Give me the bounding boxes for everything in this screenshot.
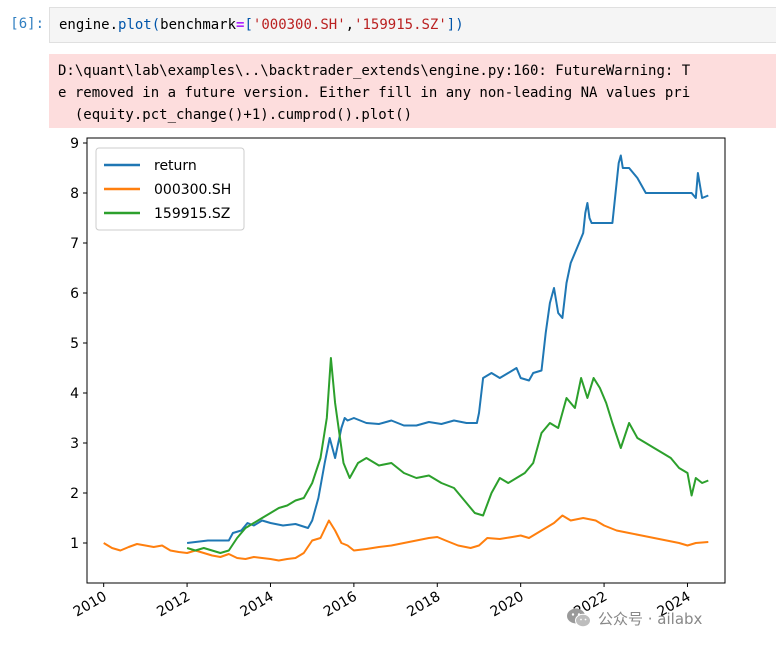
watermark: 公众号 · ailabx — [566, 605, 702, 631]
code-keyword-arg: benchmark — [160, 17, 237, 33]
code-input[interactable]: engine.plot(benchmark=['000300.SH','1599… — [49, 7, 776, 43]
stderr-output: D:\quant\lab\examples\..\backtrader_exte… — [49, 54, 776, 128]
cell-prompt: [6]: — [10, 16, 44, 32]
series-line-2 — [103, 514, 709, 562]
code-object: engine — [59, 17, 110, 33]
code-comma: , — [345, 17, 355, 33]
x-tick-label: 2010 — [71, 589, 110, 621]
code-string-1: '000300.SH' — [252, 17, 346, 33]
series-line-3 — [186, 357, 709, 554]
y-tick-label: 2 — [70, 486, 79, 502]
stderr-line: (equity.pct_change()+1).cumprod().plot() — [58, 107, 413, 123]
code-left-bracket: [ — [244, 17, 253, 33]
stderr-line: e removed in a future version. Either fi… — [58, 85, 691, 101]
y-tick-label: 9 — [70, 136, 79, 152]
y-tick-label: 8 — [70, 186, 79, 202]
code-string-2: '159915.SZ' — [354, 17, 447, 33]
code-dot: . — [109, 17, 119, 33]
x-tick-label: 2016 — [321, 589, 360, 621]
watermark-text: 公众号 · ailabx — [598, 609, 703, 628]
x-tick-label: 2018 — [404, 589, 443, 621]
code-right-bracket: ] — [446, 17, 456, 33]
stderr-line: D:\quant\lab\examples\..\backtrader_exte… — [58, 63, 691, 79]
code-function: plot — [118, 17, 152, 33]
y-tick-label: 7 — [70, 236, 79, 252]
wechat-icon — [567, 608, 591, 628]
legend-box — [95, 147, 245, 231]
legend-label: 159915.SZ — [154, 206, 230, 222]
x-tick-label: 2012 — [154, 589, 193, 621]
code-open-paren: ( — [151, 17, 161, 33]
x-tick-label: 2014 — [238, 589, 277, 621]
series-line-1 — [186, 154, 709, 544]
code-close-paren: ) — [455, 17, 464, 33]
y-tick-label: 6 — [70, 286, 79, 302]
legend-label: 000300.SH — [154, 182, 231, 198]
x-tick-label: 2020 — [488, 589, 527, 621]
y-tick-label: 4 — [70, 386, 79, 402]
y-tick-label: 1 — [70, 536, 79, 552]
y-tick-label: 5 — [70, 336, 79, 352]
code-equals: = — [236, 17, 245, 33]
legend-label: return — [154, 158, 197, 174]
plot-output: 1 2 3 4 5 6 7 8 9 2010 2012 2014 2016 2018 2020 2022 202… — [49, 134, 776, 647]
y-tick-label: 3 — [70, 436, 79, 452]
